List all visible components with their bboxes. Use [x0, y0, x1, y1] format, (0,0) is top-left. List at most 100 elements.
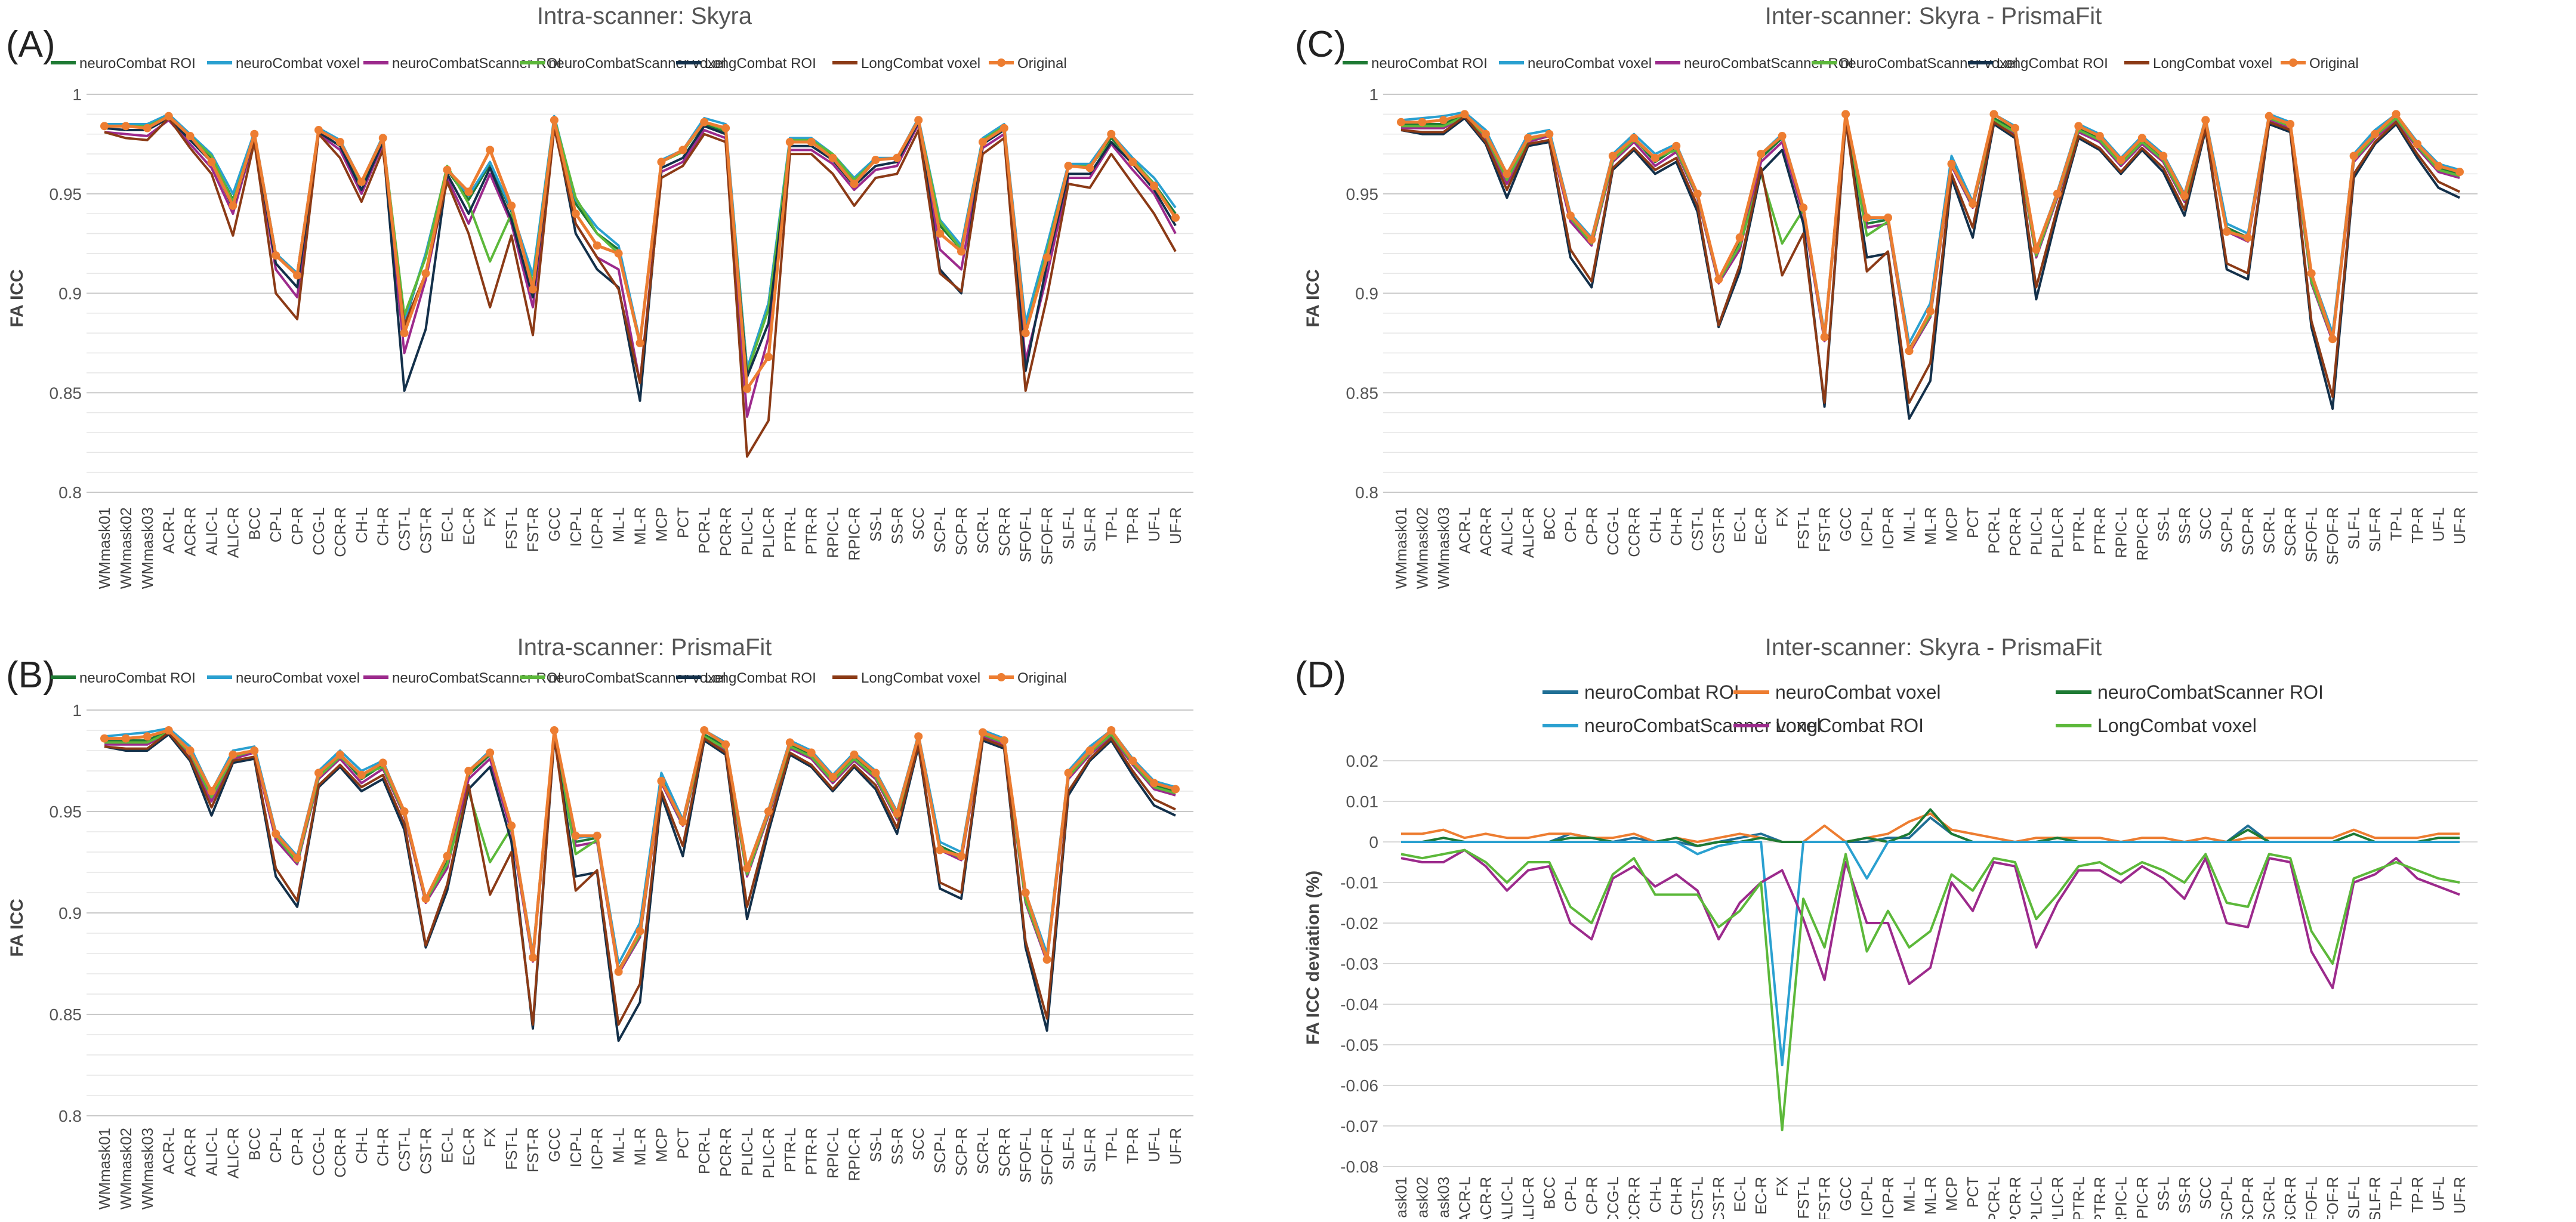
- original-point: [978, 728, 987, 737]
- x-tick-label: PCR-R: [717, 1128, 735, 1177]
- x-tick-label: CP-R: [1582, 507, 1600, 545]
- legend-label: Original: [1017, 670, 1067, 686]
- original-point: [293, 854, 302, 863]
- chart-panel-b: (B) Intra-scanner: PrismaFit FA ICC neur…: [6, 634, 1193, 1209]
- original-point: [314, 126, 323, 135]
- x-tick-label: SLF-L: [2345, 507, 2363, 550]
- x-tick-label: SLF-R: [1081, 507, 1099, 552]
- x-tick-label: CST-R: [1710, 507, 1727, 554]
- x-tick-label: CH-R: [374, 507, 392, 546]
- panel-label-a: (A): [6, 24, 55, 65]
- panel-label-d: (D): [1295, 655, 1346, 696]
- y-tick-label: -0.05: [1340, 1036, 1378, 1054]
- original-point: [785, 738, 794, 747]
- x-tick-label: SFOF-L: [1017, 507, 1035, 562]
- series-line-longcombat-voxel: [104, 117, 1177, 458]
- x-tick-label: SCP-R: [2239, 1177, 2257, 1219]
- x-tick-label: ML-L: [610, 507, 628, 542]
- x-tick-label: CCG-L: [1604, 507, 1622, 556]
- x-tick-label: SCR-R: [995, 1128, 1013, 1177]
- original-point: [421, 894, 430, 903]
- original-point: [785, 138, 794, 147]
- original-point: [571, 209, 580, 218]
- original-point: [1042, 955, 1051, 964]
- y-tick-label: -0.02: [1340, 914, 1378, 933]
- y-tick-label: -0.06: [1340, 1076, 1378, 1095]
- original-point: [1439, 116, 1448, 125]
- x-tick-label: ALIC-R: [224, 1128, 242, 1178]
- x-tick-label: PCR-L: [1985, 1177, 2003, 1219]
- x-tick-label: SCP-R: [2239, 507, 2257, 556]
- x-tick-label: WMmask01: [1392, 507, 1410, 589]
- legend-label: LongCombat voxel: [2153, 55, 2272, 72]
- x-tick-label: FST-R: [524, 1128, 542, 1172]
- x-tick-label: ML-L: [1901, 507, 1918, 542]
- x-tick-label: SS-L: [2154, 507, 2172, 542]
- original-point: [2349, 152, 2358, 161]
- original-point: [2053, 189, 2062, 198]
- original-point: [2117, 156, 2125, 165]
- original-point: [378, 758, 387, 767]
- x-tick-label: CP-L: [1562, 507, 1579, 542]
- x-tick-label: SS-L: [866, 507, 884, 542]
- panel-label-c: (C): [1295, 24, 1346, 65]
- original-point: [2434, 162, 2443, 171]
- original-point: [1545, 129, 1554, 138]
- x-tick-label: ML-R: [1921, 1177, 1939, 1215]
- x-tick-label: PTR-R: [2091, 1177, 2109, 1219]
- chart-panel-d: (D) Inter-scanner: Skyra - PrismaFit FA …: [1295, 634, 2478, 1222]
- original-point: [293, 271, 302, 280]
- x-tick-label: SFOF-R: [2324, 507, 2341, 565]
- legend-label: LongCombat voxel: [861, 670, 980, 686]
- original-point: [2222, 227, 2231, 236]
- original-point: [593, 831, 601, 840]
- legend-label: neuroCombat voxel: [1528, 55, 1652, 72]
- x-tick-label: PCT: [674, 507, 692, 538]
- x-tick-label: GCC: [1837, 1177, 1855, 1211]
- original-point: [850, 180, 859, 189]
- original-point: [335, 750, 344, 759]
- x-tick-label: FST-L: [502, 507, 520, 550]
- y-axis-label-b: FA ICC: [7, 899, 27, 956]
- y-axis-label-a: FA ICC: [7, 269, 27, 327]
- x-tick-label: CP-L: [267, 507, 285, 542]
- x-tick-label: SLF-L: [2345, 1177, 2363, 1219]
- x-ticks-b: WMmask01 WMmask02 WMmask03 ACR-L ACR-R ALIC-L…: [95, 1128, 1184, 1209]
- original-point: [250, 129, 259, 138]
- x-tick-label: SS-R: [2176, 507, 2194, 544]
- x-tick-label: PTR-L: [2069, 507, 2087, 552]
- x-tick-label: CCR-R: [1625, 1177, 1643, 1219]
- x-tick-label: ICP-L: [1858, 507, 1876, 547]
- x-tick-label: SCP-L: [2218, 1177, 2236, 1219]
- x-tick-label: EC-R: [459, 1128, 477, 1166]
- chart-title-b: Intra-scanner: PrismaFit: [517, 634, 772, 661]
- original-point: [1841, 110, 1850, 119]
- legend-label: neuroCombat voxel: [236, 55, 360, 72]
- series-line-longcombat-roi: [104, 117, 1177, 402]
- x-tick-label: ALIC-R: [1519, 1177, 1537, 1219]
- original-point: [1693, 189, 1702, 198]
- original-point: [700, 118, 709, 126]
- original-point: [2032, 245, 2041, 254]
- original-point: [893, 809, 902, 818]
- x-tick-label: ACR-R: [1477, 1177, 1495, 1219]
- original-point: [272, 829, 280, 838]
- x-ticks-c: WMmask01 WMmask02 WMmask03 ACR-L ACR-R ALIC-L…: [1392, 507, 2469, 589]
- series-line-neurocombat-voxel: [1401, 812, 2460, 843]
- original-point: [2328, 335, 2337, 344]
- grid-a: [87, 94, 1193, 493]
- x-tick-label: CCR-R: [331, 507, 349, 557]
- original-point: [2137, 134, 2146, 143]
- legend-label: LongCombat ROI: [705, 55, 816, 72]
- x-tick-label: TP-R: [2408, 507, 2426, 544]
- original-point: [1171, 785, 1180, 794]
- original-point: [207, 158, 216, 166]
- original-point: [635, 338, 644, 347]
- x-tick-label: SCP-L: [931, 507, 949, 553]
- x-tick-label: WMmask03: [138, 1128, 156, 1209]
- original-point: [100, 122, 109, 131]
- x-tick-label: WMmask02: [117, 1128, 135, 1209]
- x-tick-label: BCC: [1540, 507, 1558, 540]
- original-point: [1107, 129, 1116, 138]
- x-tick-label: CST-R: [1710, 1177, 1727, 1219]
